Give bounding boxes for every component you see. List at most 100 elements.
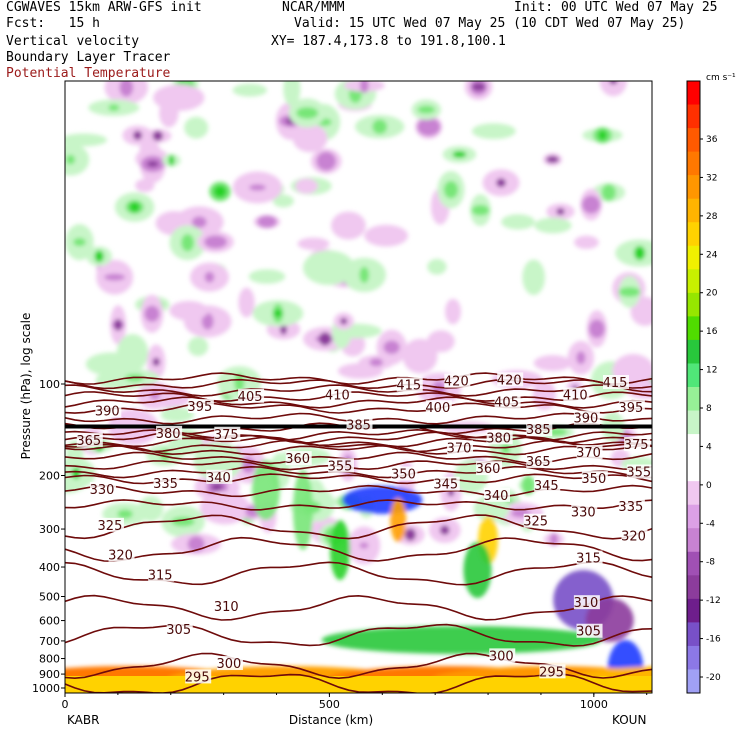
theta-contour-325 [65,514,652,540]
contour-label-bg [483,487,510,502]
velocity-cell [65,133,108,147]
theta-contour-310 [65,594,652,621]
left-endpoint-label: KABR [67,713,99,727]
contour-label: 305 [166,623,191,638]
contour-label: 385 [346,419,371,434]
colorbar-tick-label: 16 [706,327,718,337]
contour-label-bg [425,400,452,415]
contour-label-bg [153,476,180,491]
velocity-cell [444,298,461,325]
y-tick-label: 700 [39,635,60,648]
contour-label: 320 [621,530,646,545]
contour-label: 330 [571,506,596,521]
velocity-cell [574,235,599,250]
y-tick-label: 800 [39,653,60,666]
velocity-cell [340,317,348,325]
y-axis-title: Pressure (hPa), log scale [19,313,33,460]
velocity-cell [471,204,490,216]
contour-label: 320 [108,549,133,564]
colorbar-tick-label: 4 [706,442,712,452]
contour-label-bg [206,469,233,484]
contour-label-bg [166,622,193,637]
colorbar-swatch [687,387,700,412]
contour-label-bg [563,387,590,402]
velocity-cell [295,178,318,194]
velocity-cell [187,536,205,552]
contour-label-bg [576,445,603,460]
velocity-cell [303,250,355,286]
contour-label: 325 [523,515,548,530]
velocity-cell [364,224,409,247]
velocity-cell [501,443,511,455]
velocity-cell [146,160,159,168]
x-tick-label: 1000 [580,698,608,711]
velocity-cell [546,155,559,164]
contour-label: 405 [494,396,519,411]
velocity-cell [152,357,160,367]
velocity-cell [588,319,605,339]
theta-contour-350 [65,460,652,471]
y-tick-label: 500 [39,590,60,603]
velocity-cell [501,214,535,230]
colorbar-swatch [687,292,700,317]
contour-label-bg [90,482,117,497]
velocity-cell [65,154,76,165]
contour-label: 420 [497,373,522,388]
center-title: NCAR/MMM [282,0,345,15]
contour-label: 310 [573,596,598,611]
contour-label: 295 [539,665,564,680]
velocity-cell [211,483,224,492]
y-tick-label: 300 [39,523,60,536]
contour-label: 420 [444,375,469,390]
theta-contour-305 [65,623,652,647]
contour-label: 380 [486,431,511,446]
contour-label: 375 [214,428,239,443]
velocity-cell [114,318,123,331]
velocity-cell [359,81,369,94]
colorbar-swatch [687,363,700,388]
colorbar-swatch [687,457,700,482]
velocity-cell [318,332,332,346]
velocity-cell [443,180,459,199]
velocity-cell [402,338,438,374]
velocity-cell [234,373,245,392]
colorbar-swatch [687,528,700,553]
contour-label: 365 [526,455,551,470]
contour-label-bg [576,550,603,565]
colorbar-swatch [687,104,700,129]
contour-label-bg [214,426,241,441]
contour-label: 370 [576,446,601,461]
velocity-cell [390,498,407,542]
colorbar-swatch [687,269,700,294]
contour-label-bg [571,504,598,519]
colorbar-swatch [687,575,700,600]
contour-label-bg [486,430,513,445]
velocity-cell [111,710,251,730]
velocity-cell [452,150,467,158]
y-tick-label: 600 [39,615,60,628]
contour-label: 355 [626,466,651,481]
contour-label: 350 [581,472,606,487]
velocity-cell [201,312,214,330]
valid-time: Valid: 15 UTC Wed 07 May 25 (10 CDT Wed … [294,16,686,31]
colorbar-tick-label: 0 [706,481,712,491]
theta-contour-345 [65,465,652,479]
velocity-cell [160,407,195,423]
colorbar-tick-label: -16 [706,635,721,645]
contour-label-bg [573,410,600,425]
contour-label-bg [624,437,651,452]
velocity-cell [521,475,535,495]
colorbar-tick-label: -4 [706,519,715,529]
contour-label: 355 [328,459,353,474]
contour-label-bg [238,388,265,403]
colorbar-tick-label: 36 [706,135,718,145]
contour-label-bg [97,517,124,532]
contour-label-bg [108,547,135,562]
velocity-cell [618,286,641,297]
velocity-cell [119,81,134,97]
velocity-cell [153,84,205,111]
plot-frame [64,80,653,694]
velocity-cell [372,119,388,135]
